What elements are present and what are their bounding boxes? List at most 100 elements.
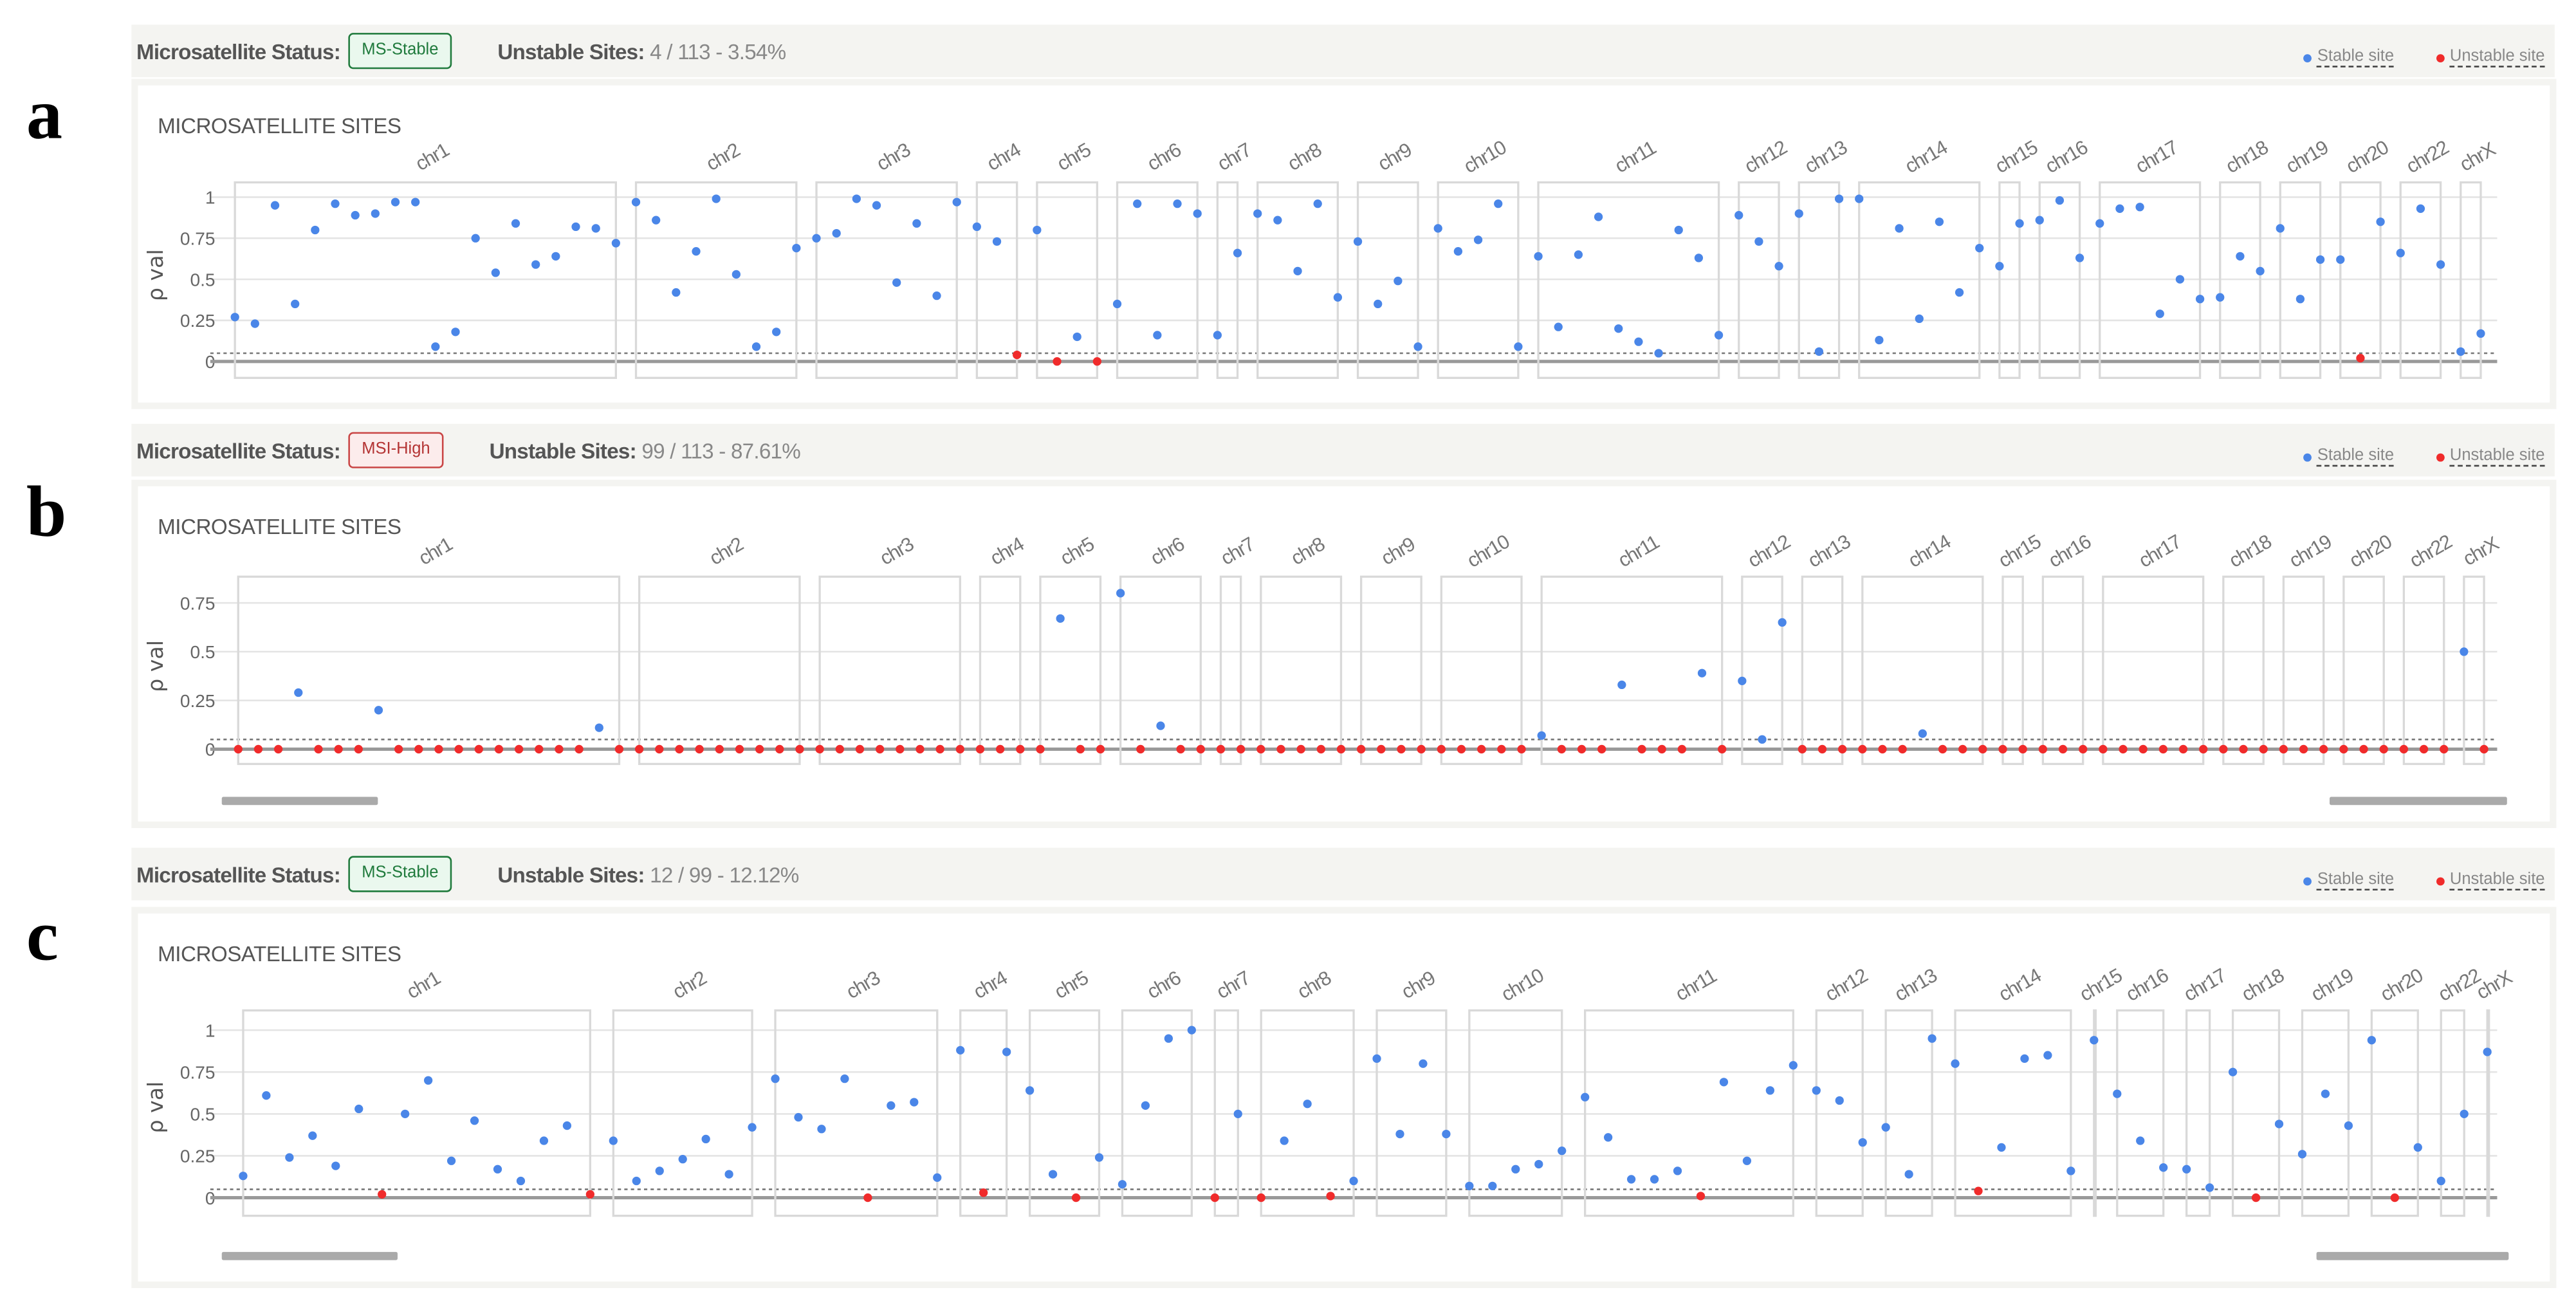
stable-site-point [594,723,603,732]
stable-site-point [1738,676,1747,685]
chromosome-box [1121,1009,1193,1217]
scrollbar-right-handle[interactable] [2330,797,2507,806]
chromosome-label: chr2 [703,139,744,175]
stable-site-point [794,1112,803,1122]
dot-icon [2436,452,2445,461]
stable-site-point [250,319,259,328]
stable-site-point [852,194,861,203]
chromosome-label: chr2 [669,967,710,1003]
stable-site-point [562,1121,572,1130]
legend-stable[interactable]: Stable site [2304,48,2395,68]
unstable-site-point [863,1193,872,1202]
unstable-site-point [1336,744,1346,754]
legend-unstable-label: Unstable site [2449,48,2545,68]
stable-site-point [2043,1051,2052,1060]
chromosome-label: chr11 [1671,965,1720,1006]
unstable-site-point [2440,744,2449,754]
unstable-site-point [1276,744,1285,754]
unstable-site-point [2359,744,2368,754]
stable-site-point [932,291,941,300]
chromosome-box [1260,1009,1355,1217]
unstable-site-point [2119,744,2128,754]
unstable-site-point [634,744,644,754]
unstable-site-point [1477,744,1486,754]
stable-site-point [423,1076,433,1085]
unstable-site-point [675,744,684,754]
chart-a: 0 0.25 0.5 0.75 1 ρ val chr1 chr2 chr3 chr4 chr5 ch… [143,136,2499,379]
legend-stable[interactable]: Stable site [2304,447,2395,467]
chromosome-label: chrX [2460,533,2503,570]
status-row: Microsatellite Status: MS-Stable Unstabl… [136,32,786,71]
legend-unstable[interactable]: Unstable site [2436,447,2545,467]
legend: Stable site Unstable site [2304,48,2545,68]
stable-site-point [2476,329,2485,338]
scrollbar-right-handle[interactable] [2316,1251,2509,1260]
y-tick-label: 0 [205,1188,216,1208]
chromosome-box [2282,575,2325,766]
unstable-sites-value: 99 / 113 - 87.61% [641,438,801,463]
stable-site-point [1626,1175,1636,1184]
stable-site-point [1734,210,1743,220]
y-tick-label: 0.75 [180,593,216,613]
legend-unstable[interactable]: Unstable site [2436,48,2545,68]
stable-site-point [1997,1143,2006,1152]
chromosome-box [975,181,1018,379]
unstable-site-point [1637,744,1646,754]
unstable-site-point [1397,744,1406,754]
chromosome-box [1036,181,1099,379]
status-badge: MSI-High [348,432,444,468]
chromosome-box [2001,575,2024,766]
chromosome-box [1858,181,1981,379]
y-tick-label: 1 [205,1020,216,1040]
card-title: MICROSATELLITE SITES [158,113,401,138]
scrollbar-left-handle[interactable] [221,797,378,806]
chromosome-box [1260,575,1343,766]
chromosome-label: chr14 [1995,964,2045,1006]
stable-site-point [2159,1163,2168,1172]
chromosome-label: chr15 [2076,964,2126,1006]
stable-site-point [1056,614,1065,623]
stable-site-point [2136,1136,2145,1145]
chromosome-label: chr14 [1901,136,1951,178]
stable-site-point [771,1074,780,1083]
stable-site-point [812,234,821,243]
chromosome-label: chr16 [2041,136,2091,178]
unstable-site-point [253,744,263,754]
stable-site-point [431,342,440,351]
stable-site-point [2020,1054,2029,1064]
stable-site-point [832,228,841,238]
stable-site-point [1875,335,1884,345]
stable-site-point [1153,331,1162,340]
unstable-site-point [2356,354,2365,363]
stable-site-point [952,198,961,207]
stable-site-point [956,1045,965,1055]
chromosome-label: chr3 [843,967,884,1003]
legend-unstable[interactable]: Unstable site [2436,870,2545,891]
chromosome-label: chr6 [1147,533,1188,569]
chromosome-box [1119,575,1202,766]
chromosome-box [1356,181,1419,379]
stable-site-point [511,219,520,228]
stable-site-point [1918,729,1927,738]
scrollbar-left-handle[interactable] [221,1251,398,1260]
stable-site-point [351,210,360,220]
stable-site-point [751,342,761,351]
stable-site-point [2276,224,2285,233]
chromosome-box [2116,1009,2165,1217]
unstable-site-point [1256,1193,1265,1202]
stable-site-point [2483,1047,2492,1056]
chromosome-box [2185,1009,2211,1217]
stable-site-point [2155,309,2164,318]
legend-stable[interactable]: Stable site [2304,870,2395,891]
chromosome-box [1998,181,2021,379]
stable-site-point [1654,349,1663,358]
stable-site-point [692,247,701,256]
stable-site-point [1213,331,1222,340]
chromosome-label: chr4 [986,533,1028,569]
stable-site-point [294,688,303,697]
stable-site-point [1273,216,1282,225]
unstable-site-point [314,744,323,754]
stable-site-point [2205,1183,2214,1192]
stable-site-point [2295,295,2305,304]
stable-site-point [2066,1166,2075,1175]
